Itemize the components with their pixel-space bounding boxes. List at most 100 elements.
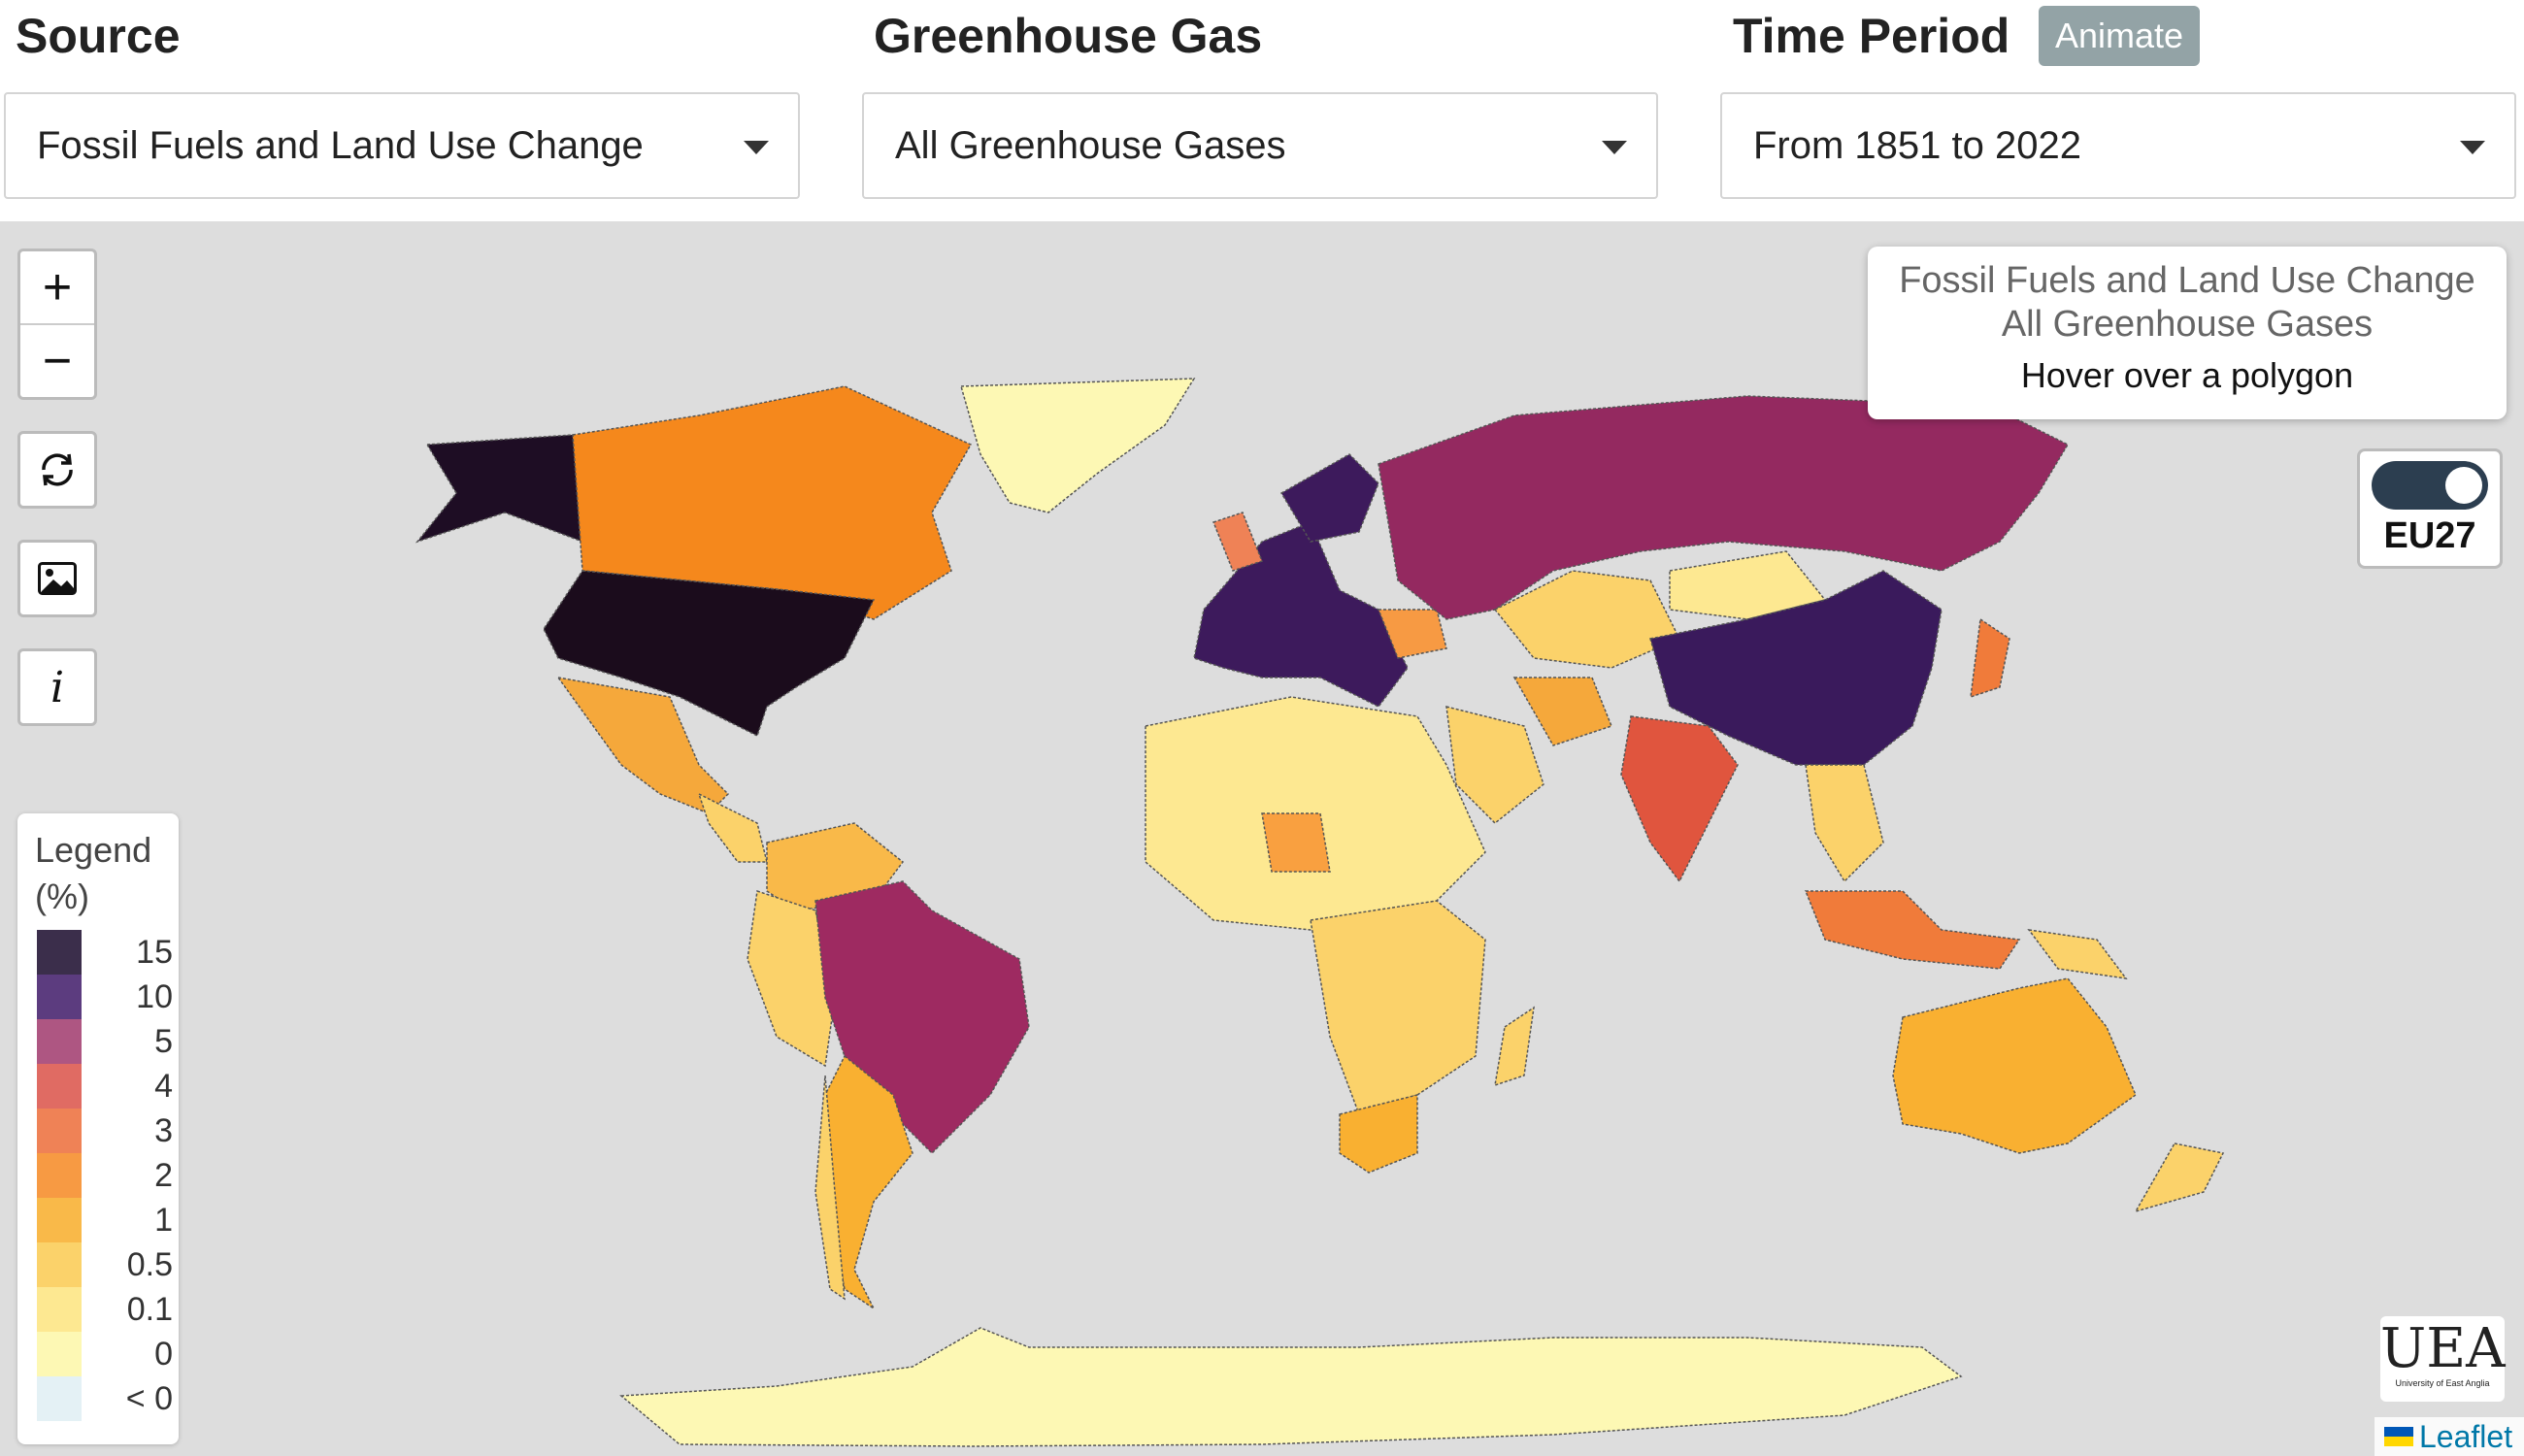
chevron-down-icon: [1602, 141, 1627, 154]
legend-item: 2: [37, 1153, 173, 1198]
legend-swatch: [37, 1242, 82, 1287]
legend-item: 0: [37, 1332, 173, 1376]
legend-label: 1: [154, 1202, 173, 1239]
legend: Legend (%) 15 10 5 4 3 2 1 0.5 0.1 0 < 0: [17, 813, 179, 1444]
eu27-toggle[interactable]: [2372, 461, 2488, 510]
country-papua: [2027, 929, 2128, 979]
legend-item: 10: [37, 975, 173, 1019]
country-indonesia: [1804, 890, 2021, 970]
legend-item: 0.1: [37, 1287, 173, 1332]
map-attribution: Leaflet: [2375, 1417, 2524, 1456]
country-iran: [1512, 677, 1612, 746]
legend-label: 0.1: [126, 1291, 173, 1328]
eu27-label: EU27: [2383, 515, 2476, 556]
source-select[interactable]: Fossil Fuels and Land Use Change: [4, 92, 800, 199]
eu27-toggle-panel: EU27: [2357, 448, 2503, 569]
uea-logo-subtext: University of East Anglia: [2395, 1378, 2490, 1388]
legend-swatch: [37, 1109, 82, 1153]
reset-view-control: [17, 431, 97, 509]
legend-item: < 0: [37, 1376, 173, 1421]
country-china: [1649, 570, 1943, 766]
legend-swatch: [37, 1376, 82, 1421]
country-new-zealand: [2134, 1142, 2225, 1213]
country-uk: [1212, 512, 1263, 572]
uea-logo[interactable]: UEA University of East Anglia: [2380, 1316, 2506, 1402]
info-panel: Fossil Fuels and Land Use Change All Gre…: [1868, 247, 2507, 419]
chevron-down-icon: [2460, 141, 2485, 154]
ukraine-flag-icon: [2384, 1427, 2413, 1446]
uea-logo-text: UEA: [2380, 1317, 2506, 1380]
country-central-america: [697, 792, 768, 863]
legend-title-line2: (%): [35, 877, 89, 916]
legend-label: 10: [136, 978, 173, 1015]
country-alaska: [415, 434, 583, 544]
legend-title: Legend (%): [35, 827, 151, 920]
country-peru-ecuador: [747, 890, 836, 1068]
legend-label: 5: [154, 1023, 173, 1060]
country-ukraine: [1377, 609, 1447, 659]
zoom-out-button[interactable]: −: [20, 323, 94, 397]
country-antarctica: [619, 1327, 1963, 1447]
country-usa: [543, 570, 876, 738]
legend-swatch: [37, 1064, 82, 1109]
controls-bar: Source Greenhouse Gas Time Period Animat…: [0, 0, 2524, 221]
legend-item: 4: [37, 1064, 173, 1109]
legend-label: 0.5: [126, 1246, 173, 1283]
animate-button[interactable]: Animate: [2039, 6, 2200, 66]
source-select-value: Fossil Fuels and Land Use Change: [37, 123, 644, 167]
legend-item: 1: [37, 1198, 173, 1242]
toggle-knob: [2445, 467, 2482, 504]
legend-title-line1: Legend: [35, 830, 152, 870]
country-polygons[interactable]: [0, 221, 2524, 1456]
info-source: Fossil Fuels and Land Use Change: [1899, 260, 2475, 301]
world-map[interactable]: + − i Fossil Fuels and Land Use Change A…: [0, 221, 2524, 1456]
leaflet-link[interactable]: Leaflet: [2419, 1418, 2513, 1454]
country-russia: [1378, 395, 2070, 620]
legend-swatch: [37, 1019, 82, 1064]
info-icon[interactable]: i: [50, 662, 65, 712]
country-mexico: [556, 676, 730, 814]
legend-item: 5: [37, 1019, 173, 1064]
country-madagascar: [1494, 1006, 1535, 1087]
legend-swatch: [37, 975, 82, 1019]
time-period-label: Time Period: [1733, 9, 2010, 63]
legend-label: 2: [154, 1157, 173, 1194]
country-south-africa: [1339, 1094, 1418, 1174]
time-period-select[interactable]: From 1851 to 2022: [1720, 92, 2516, 199]
image-icon-svg: [38, 562, 77, 595]
zoom-control: + −: [17, 248, 97, 400]
info-gas: All Greenhouse Gases: [2001, 304, 2374, 345]
country-chile: [814, 1075, 846, 1301]
source-label: Source: [16, 9, 181, 63]
country-greenland: [960, 378, 1196, 513]
image-icon[interactable]: [20, 543, 94, 614]
legend-label: 3: [154, 1112, 173, 1149]
export-image-control: [17, 540, 97, 617]
info-control: i: [17, 648, 97, 726]
legend-item: 0.5: [37, 1242, 173, 1287]
country-nigeria: [1261, 812, 1331, 873]
chevron-down-icon: [744, 141, 769, 154]
country-central-africa: [1310, 900, 1486, 1115]
country-saudi-arabia: [1445, 706, 1544, 825]
legend-label: 4: [154, 1068, 173, 1105]
reset-icon[interactable]: [20, 434, 94, 506]
reset-icon-svg: [42, 453, 73, 486]
legend-label: < 0: [125, 1380, 173, 1417]
greenhouse-gas-select[interactable]: All Greenhouse Gases: [862, 92, 1658, 199]
legend-swatch: [37, 1153, 82, 1198]
zoom-in-button[interactable]: +: [42, 259, 73, 315]
country-southeast-asia: [1805, 764, 1884, 883]
legend-swatch: [37, 1287, 82, 1332]
legend-item: 3: [37, 1109, 173, 1153]
time-period-select-value: From 1851 to 2022: [1753, 123, 2081, 167]
legend-item: 15: [37, 930, 173, 975]
legend-swatch: [37, 930, 82, 975]
legend-label: 0: [154, 1336, 173, 1373]
country-india: [1620, 715, 1739, 883]
legend-swatch: [37, 1332, 82, 1376]
greenhouse-gas-select-value: All Greenhouse Gases: [895, 123, 1286, 167]
greenhouse-gas-label: Greenhouse Gas: [874, 9, 1263, 63]
country-japan: [1970, 617, 2010, 699]
info-hover-hint: Hover over a polygon: [2020, 355, 2354, 395]
